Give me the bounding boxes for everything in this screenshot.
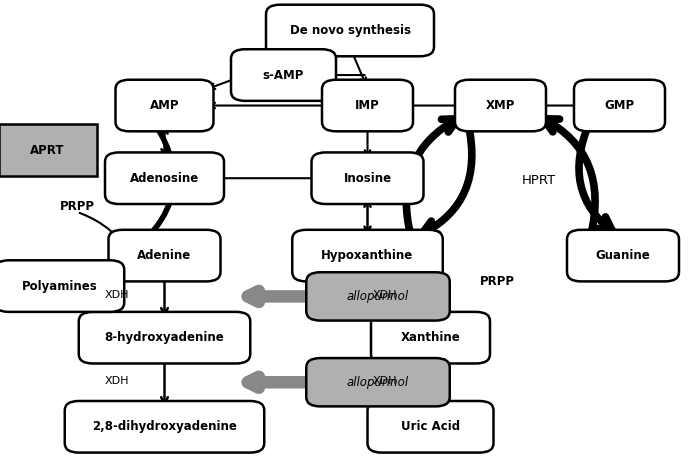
Text: Adenine: Adenine <box>137 249 192 262</box>
FancyBboxPatch shape <box>0 124 97 176</box>
Text: XDH: XDH <box>372 290 397 301</box>
Text: GMP: GMP <box>604 99 635 112</box>
FancyBboxPatch shape <box>307 358 450 406</box>
Text: allopurinol: allopurinol <box>347 290 409 303</box>
Text: PRPP: PRPP <box>60 200 94 213</box>
Text: HPRT: HPRT <box>522 174 556 187</box>
FancyBboxPatch shape <box>266 5 434 56</box>
Text: Xanthine: Xanthine <box>400 331 461 344</box>
FancyBboxPatch shape <box>322 80 413 131</box>
FancyBboxPatch shape <box>371 312 490 363</box>
Text: PRPP: PRPP <box>480 275 514 288</box>
FancyBboxPatch shape <box>108 230 220 281</box>
Text: AMP: AMP <box>150 99 179 112</box>
FancyBboxPatch shape <box>574 80 665 131</box>
Text: APRT: APRT <box>30 144 65 157</box>
FancyBboxPatch shape <box>312 152 424 204</box>
Text: Inosine: Inosine <box>344 172 391 185</box>
FancyBboxPatch shape <box>307 272 450 321</box>
FancyBboxPatch shape <box>116 80 214 131</box>
Text: Guanine: Guanine <box>596 249 650 262</box>
FancyBboxPatch shape <box>455 80 546 131</box>
Text: Adenosine: Adenosine <box>130 172 199 185</box>
Text: s-AMP: s-AMP <box>262 68 304 82</box>
FancyBboxPatch shape <box>293 230 442 281</box>
Text: XDH: XDH <box>105 376 130 386</box>
FancyBboxPatch shape <box>368 401 493 453</box>
FancyBboxPatch shape <box>231 49 336 101</box>
FancyBboxPatch shape <box>64 401 264 453</box>
FancyBboxPatch shape <box>78 312 251 363</box>
FancyBboxPatch shape <box>0 260 125 312</box>
Text: XDH: XDH <box>105 290 130 301</box>
Text: allopurinol: allopurinol <box>347 376 409 389</box>
FancyBboxPatch shape <box>567 230 679 281</box>
Text: XDH: XDH <box>372 376 397 386</box>
Text: 8-hydroxyadenine: 8-hydroxyadenine <box>104 331 225 344</box>
Text: De novo synthesis: De novo synthesis <box>290 24 410 37</box>
Text: XMP: XMP <box>486 99 515 112</box>
Text: Uric Acid: Uric Acid <box>401 420 460 433</box>
Text: Hypoxanthine: Hypoxanthine <box>321 249 414 262</box>
FancyBboxPatch shape <box>105 152 224 204</box>
Text: 2,8-dihydroxyadenine: 2,8-dihydroxyadenine <box>92 420 237 433</box>
Text: Polyamines: Polyamines <box>22 280 97 293</box>
Text: IMP: IMP <box>355 99 380 112</box>
